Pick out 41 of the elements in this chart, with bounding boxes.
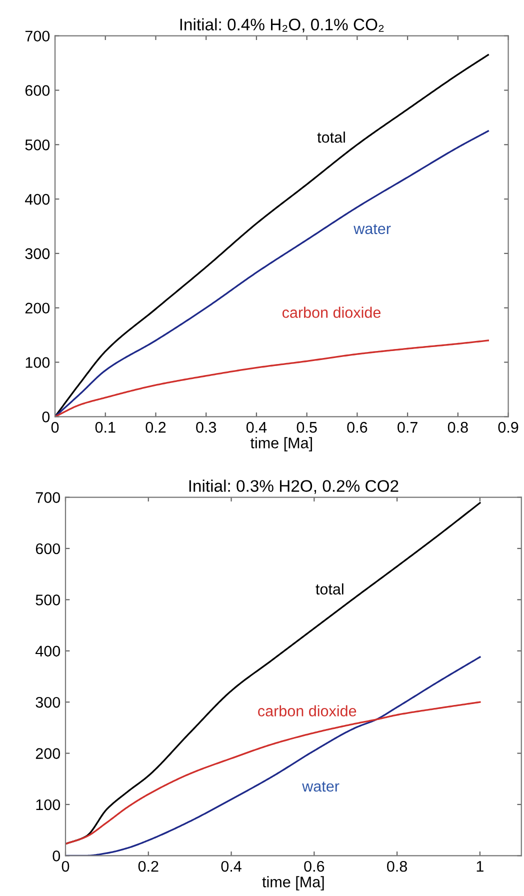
series-label: water <box>354 224 391 234</box>
y-tick-label: 600 <box>25 85 50 96</box>
series-label: total <box>317 132 345 143</box>
x-tick-label: 0 <box>62 860 70 872</box>
x-tick-label: 0.6 <box>347 422 368 433</box>
series-label: carbon dioxide <box>258 705 356 716</box>
y-tick-label: 0 <box>42 412 50 422</box>
chart-title: Initial: 0.3% H2O, 0.2% CO2 <box>189 480 398 494</box>
y-tick-label: 500 <box>25 140 50 150</box>
x-tick-label: 1 <box>476 861 484 872</box>
y-tick-label: 0 <box>52 850 60 862</box>
x-tick-label: 0.7 <box>398 422 418 433</box>
y-tick-label: 300 <box>36 696 60 708</box>
x-tick-label: 0.8 <box>387 860 408 872</box>
chart-title: Initial: 0.4% H₂O, 0.1% CO₂ <box>180 18 384 32</box>
x-tick-label: 0.2 <box>138 860 158 872</box>
y-tick-label: 600 <box>36 543 60 554</box>
y-tick-label: 300 <box>25 248 50 260</box>
y-tick-label: 100 <box>26 357 50 368</box>
x-tick-label: 0.4 <box>221 860 242 872</box>
y-tick-label: 200 <box>36 748 60 759</box>
x-tick-label: 0.5 <box>296 422 317 433</box>
y-tick-label: 700 <box>36 492 60 503</box>
y-tick-label: 400 <box>36 646 60 657</box>
x-tick-label: 0.2 <box>146 422 166 433</box>
x-axis-title: time [Ma] <box>250 437 312 452</box>
y-tick-label: 700 <box>25 30 50 42</box>
x-tick-label: 0.6 <box>304 860 324 872</box>
y-tick-label: 200 <box>25 302 50 314</box>
y-tick-label: 100 <box>36 799 60 810</box>
series-label: total <box>316 583 344 595</box>
text: carbon dioxide <box>282 306 381 318</box>
x-tick-label: 0.4 <box>246 422 267 433</box>
x-axis-title: time [Ma] <box>262 876 324 890</box>
x-tick-label: 0.3 <box>196 422 216 433</box>
series-label: water <box>302 782 340 792</box>
y-tick-label: 500 <box>36 594 60 606</box>
y-tick-label: 400 <box>25 194 50 205</box>
x-tick-label: 0.8 <box>448 422 468 433</box>
x-tick-label: 0.1 <box>95 422 116 433</box>
x-tick-label: 0.9 <box>498 422 518 433</box>
